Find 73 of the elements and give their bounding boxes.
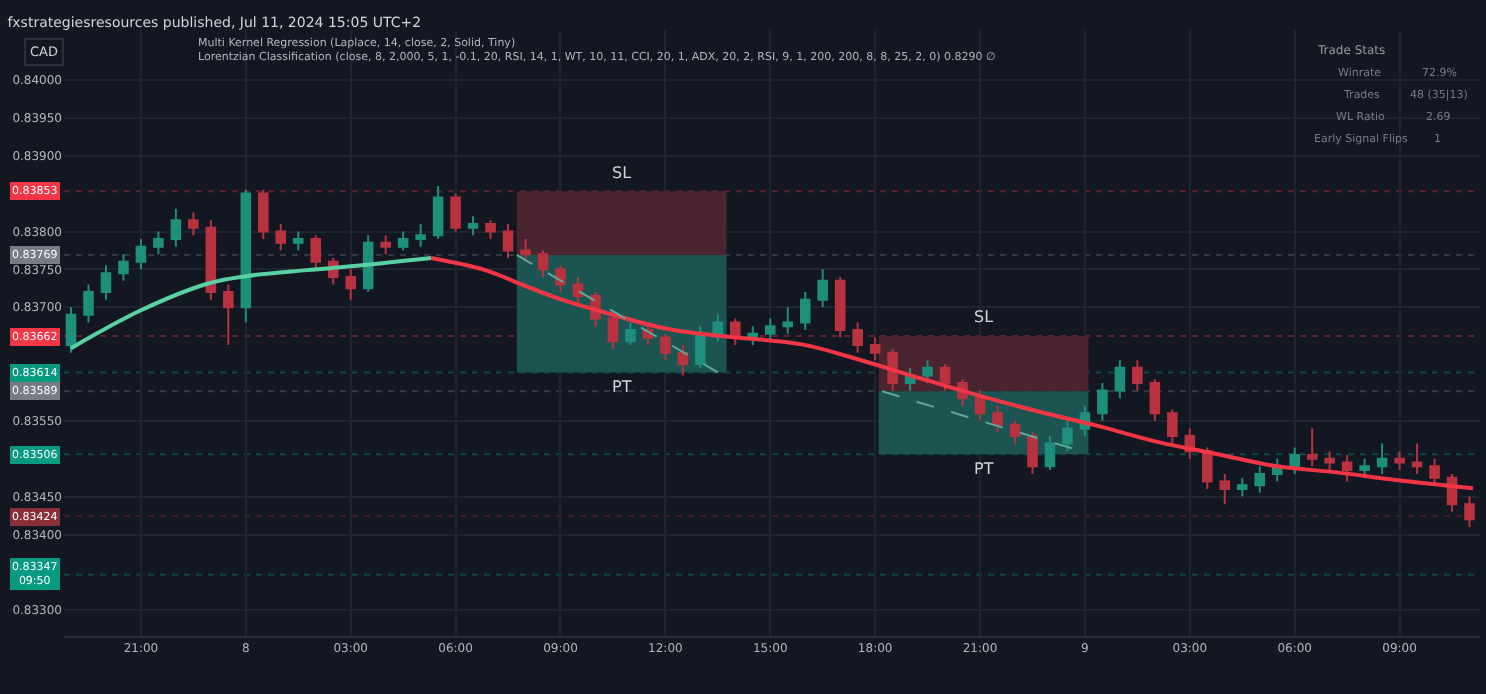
candlestick [677,344,689,377]
candlestick [170,207,182,248]
candlestick [1411,442,1423,475]
bar [516,191,727,255]
candlestick [1429,457,1440,487]
candlestick [380,234,391,256]
series-label: SL [612,164,633,182]
candlestick [520,238,531,263]
candlestick [432,185,444,241]
candlestick [188,211,199,237]
candlestick [572,275,584,305]
candlestick [118,253,129,282]
candlestick [292,230,304,252]
candlestick [467,215,479,237]
candlestick [799,291,811,331]
candlestick [1149,378,1161,422]
candlestick [817,268,828,309]
candlestick [205,219,217,301]
candlestick [1027,431,1038,475]
candlestick [852,321,863,354]
candlestick [485,219,496,241]
candlestick [1044,435,1056,472]
candlestick [555,264,566,294]
candlestick [992,404,1003,434]
candlestick [1359,457,1370,479]
candlestick [65,306,77,354]
candlestick [607,313,619,350]
candlestick [1236,476,1248,498]
candlestick [345,268,356,301]
candlestick [1289,446,1300,475]
candlestick [1306,427,1318,468]
candlestick [1097,382,1108,422]
candlestick [1062,419,1073,453]
candlestick [625,321,636,347]
series-label: PT [612,378,632,396]
candlestick [135,238,147,271]
candlestick [1219,472,1231,506]
line-series [429,256,1475,491]
candlestick [695,325,706,369]
candlestick [1009,419,1021,445]
candlestick [415,222,426,248]
candlestick [153,230,164,256]
candlestick [834,275,846,339]
candlestick [275,222,287,252]
candlestick [502,222,514,259]
candlestick [660,332,671,362]
candlestick [1254,465,1266,494]
candlestick [782,306,794,335]
candlestick [223,283,234,347]
candlestick [83,283,94,324]
candlestick [1464,495,1475,528]
candlestick [537,249,549,278]
candlestick [1202,446,1213,491]
candlestick [397,230,409,252]
candlestick [1114,359,1126,400]
candlestick [1376,442,1388,475]
candlestick [1324,450,1335,472]
candlestick [450,192,461,233]
candlestick [764,317,776,343]
series-label: PT [974,460,994,478]
candlestick [974,389,986,422]
candlestick [1341,453,1353,483]
candlestick [100,264,112,301]
candlestick [310,234,322,271]
candlestick [240,188,252,324]
candlestick [1167,408,1178,445]
line-series [69,256,434,351]
series-label: SL [974,308,995,326]
candlestick [869,336,881,362]
candlestick [922,359,933,384]
candlestick [1394,450,1405,472]
candlestick [1132,359,1143,392]
candlestick [258,188,269,241]
